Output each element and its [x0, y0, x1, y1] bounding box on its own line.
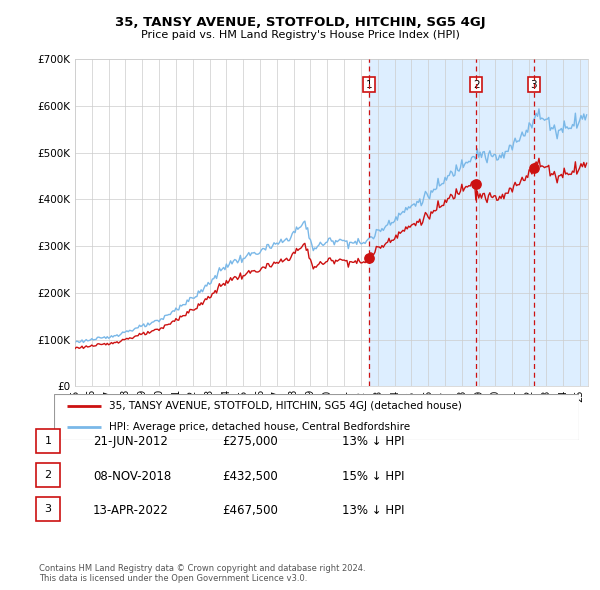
Text: 3: 3 — [44, 504, 52, 514]
Text: 1: 1 — [365, 80, 372, 90]
Text: 21-JUN-2012: 21-JUN-2012 — [93, 435, 168, 448]
Text: 08-NOV-2018: 08-NOV-2018 — [93, 470, 171, 483]
Bar — [369, 59, 588, 386]
Point — [364, 253, 374, 263]
Text: 3: 3 — [530, 80, 537, 90]
Text: Price paid vs. HM Land Registry's House Price Index (HPI): Price paid vs. HM Land Registry's House … — [140, 30, 460, 40]
Text: 2: 2 — [44, 470, 52, 480]
Text: 13% ↓ HPI: 13% ↓ HPI — [342, 435, 404, 448]
Text: 35, TANSY AVENUE, STOTFOLD, HITCHIN, SG5 4GJ (detached house): 35, TANSY AVENUE, STOTFOLD, HITCHIN, SG5… — [109, 401, 462, 411]
Text: £432,500: £432,500 — [222, 470, 278, 483]
Text: Contains HM Land Registry data © Crown copyright and database right 2024.
This d: Contains HM Land Registry data © Crown c… — [39, 563, 365, 583]
Text: 35, TANSY AVENUE, STOTFOLD, HITCHIN, SG5 4GJ: 35, TANSY AVENUE, STOTFOLD, HITCHIN, SG5… — [115, 16, 485, 29]
Point — [472, 179, 481, 189]
Text: 13% ↓ HPI: 13% ↓ HPI — [342, 504, 404, 517]
Text: £275,000: £275,000 — [222, 435, 278, 448]
Text: 13-APR-2022: 13-APR-2022 — [93, 504, 169, 517]
Text: 15% ↓ HPI: 15% ↓ HPI — [342, 470, 404, 483]
Point — [529, 163, 539, 172]
Text: 2: 2 — [473, 80, 479, 90]
Text: HPI: Average price, detached house, Central Bedfordshire: HPI: Average price, detached house, Cent… — [109, 422, 410, 432]
Text: 1: 1 — [44, 436, 52, 445]
Text: £467,500: £467,500 — [222, 504, 278, 517]
